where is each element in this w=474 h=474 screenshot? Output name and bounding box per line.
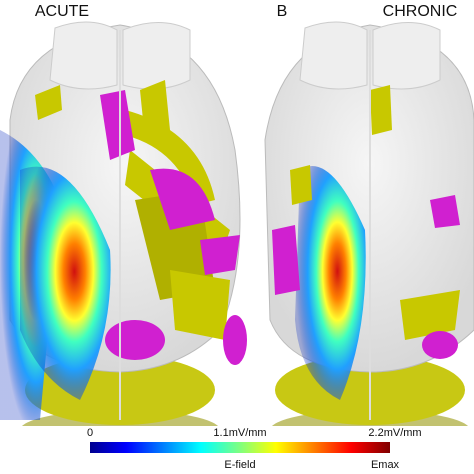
colorbar-title: E-field xyxy=(224,459,255,471)
panel-label: ACUTE xyxy=(35,3,89,20)
colorbar-max-label: Emax xyxy=(371,459,400,471)
colorbar xyxy=(90,442,390,453)
colorbar-tick-label: 1.1mV/mm xyxy=(213,427,266,439)
acute-brain xyxy=(0,21,247,450)
panel-letter: B xyxy=(277,3,288,20)
colorbar-tick-label: 0 xyxy=(87,427,93,439)
panel-label: CHRONIC xyxy=(383,3,458,20)
colorbar-tick-label: 2.2mV/mm xyxy=(368,427,421,439)
chronic-brain xyxy=(264,21,474,450)
